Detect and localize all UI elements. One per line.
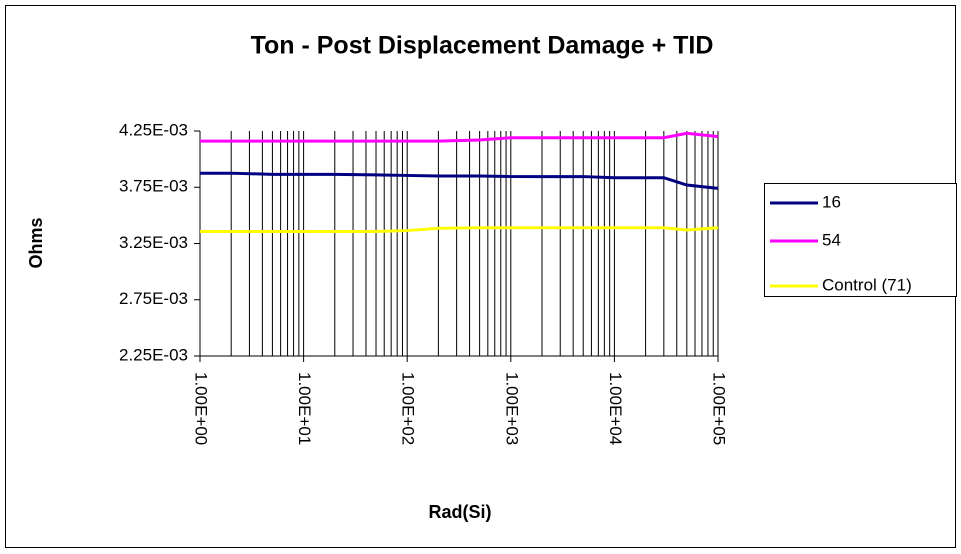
y-tick-label: 2.75E-03 [119, 289, 188, 308]
legend-label: 54 [822, 230, 841, 249]
x-tick-label: 1.00E+01 [295, 372, 314, 445]
x-tick-label: 1.00E+00 [192, 372, 211, 445]
y-axis-label: Ohms [26, 217, 46, 268]
chart-title: Ton - Post Displacement Damage + TID [251, 32, 714, 60]
y-tick-label: 2.25E-03 [119, 345, 188, 364]
y-tick-label: 4.25E-03 [119, 120, 188, 139]
series-line [200, 171, 719, 190]
series-line [200, 131, 719, 143]
legend-label: 16 [822, 192, 841, 211]
x-tick-label: 1.00E+02 [399, 372, 418, 445]
series-line [200, 226, 719, 233]
x-tick-label: 1.00E+04 [606, 372, 625, 445]
x-tick-label: 1.00E+05 [710, 372, 729, 445]
x-axis-label: Rad(Si) [429, 502, 492, 522]
y-tick-label: 3.75E-03 [119, 177, 188, 196]
legend-label: Control (71) [822, 275, 912, 294]
y-tick-label: 3.25E-03 [119, 233, 188, 252]
x-tick-label: 1.00E+03 [502, 372, 521, 445]
